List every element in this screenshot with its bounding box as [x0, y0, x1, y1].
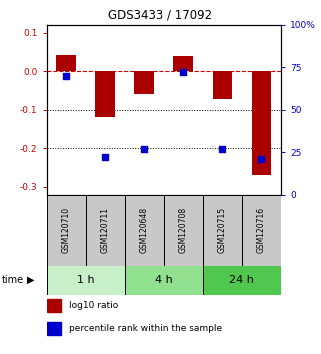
Point	[220, 146, 225, 152]
Text: GSM120716: GSM120716	[257, 207, 266, 253]
Bar	[173, 56, 193, 71]
Bar	[134, 71, 154, 94]
Point	[102, 154, 108, 160]
Bar	[213, 71, 232, 99]
Bar	[56, 55, 76, 71]
Bar	[203, 195, 242, 266]
Text: time: time	[2, 275, 24, 285]
Text: GSM120711: GSM120711	[100, 207, 110, 253]
Bar	[47, 195, 86, 266]
Bar	[95, 71, 115, 118]
Text: GSM120715: GSM120715	[218, 207, 227, 253]
Text: 24 h: 24 h	[230, 275, 254, 285]
Text: GSM120648: GSM120648	[140, 207, 149, 253]
Text: GSM120710: GSM120710	[62, 207, 71, 253]
Text: ▶: ▶	[27, 275, 34, 285]
Text: GSM120708: GSM120708	[179, 207, 188, 253]
Bar	[164, 195, 203, 266]
Text: 1 h: 1 h	[77, 275, 94, 285]
Bar	[47, 266, 125, 295]
Point	[64, 73, 69, 79]
Text: percentile rank within the sample: percentile rank within the sample	[69, 324, 222, 333]
Point	[259, 156, 264, 162]
Bar	[47, 299, 61, 312]
Bar	[47, 322, 61, 335]
Bar	[252, 71, 271, 175]
Text: GDS3433 / 17092: GDS3433 / 17092	[108, 9, 213, 22]
Text: 4 h: 4 h	[155, 275, 173, 285]
Bar	[203, 266, 281, 295]
Point	[181, 69, 186, 75]
Text: log10 ratio: log10 ratio	[69, 301, 118, 310]
Bar	[86, 195, 125, 266]
Bar	[242, 195, 281, 266]
Bar	[125, 266, 203, 295]
Point	[142, 146, 147, 152]
Bar	[125, 195, 164, 266]
